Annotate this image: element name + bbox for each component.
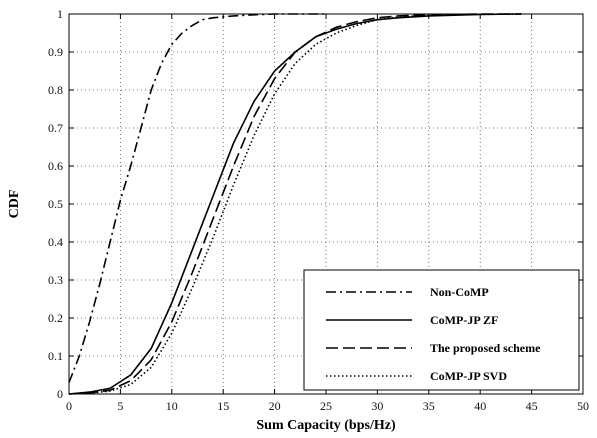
y-tick-label: 0 bbox=[57, 387, 63, 401]
y-tick-label: 0.2 bbox=[48, 311, 63, 325]
series-lines bbox=[68, 13, 522, 395]
x-tick-label: 40 bbox=[474, 399, 486, 413]
x-axis-label: Sum Capacity (bps/Hz) bbox=[256, 418, 396, 433]
x-tick-label: 15 bbox=[217, 399, 229, 413]
y-tick-label: 0.9 bbox=[48, 45, 63, 59]
y-tick-label: 0.8 bbox=[48, 83, 63, 97]
series-line-3 bbox=[68, 13, 522, 395]
legend: Non-CoMP CoMP-JP ZF The proposed scheme CoM… bbox=[303, 269, 580, 391]
y-tick-label: 0.4 bbox=[48, 235, 63, 249]
series-line-2 bbox=[68, 13, 522, 395]
legend-label-1: Non-CoMP bbox=[430, 285, 489, 299]
x-tick-label: 30 bbox=[371, 399, 383, 413]
x-tick-label: 5 bbox=[117, 399, 123, 413]
axis-ticks: 0 5 10 15 20 25 30 35 40 45 50 0 0.1 0.2 0.3 0.4 0.5 0.6 0… bbox=[48, 7, 589, 413]
x-tick-label: 10 bbox=[166, 399, 178, 413]
x-tick-label: 50 bbox=[577, 399, 589, 413]
legend-label-4: CoMP-JP SVD bbox=[430, 369, 507, 383]
series-line-1 bbox=[68, 13, 326, 383]
x-tick-label: 35 bbox=[423, 399, 435, 413]
y-tick-label: 0.7 bbox=[48, 121, 63, 135]
x-tick-label: 45 bbox=[526, 399, 538, 413]
y-tick-label: 0.5 bbox=[48, 197, 63, 211]
y-tick-label: 0.6 bbox=[48, 159, 63, 173]
y-tick-label: 0.3 bbox=[48, 273, 63, 287]
x-tick-label: 25 bbox=[320, 399, 332, 413]
legend-label-2: CoMP-JP ZF bbox=[430, 313, 498, 327]
x-tick-label: 20 bbox=[269, 399, 281, 413]
x-tick-label: 0 bbox=[66, 399, 72, 413]
legend-label-3: The proposed scheme bbox=[430, 341, 541, 355]
y-tick-label: 0.1 bbox=[48, 349, 63, 363]
legend-box bbox=[303, 269, 580, 391]
y-axis-label: CDF bbox=[7, 190, 22, 219]
y-tick-label: 1 bbox=[57, 7, 63, 21]
